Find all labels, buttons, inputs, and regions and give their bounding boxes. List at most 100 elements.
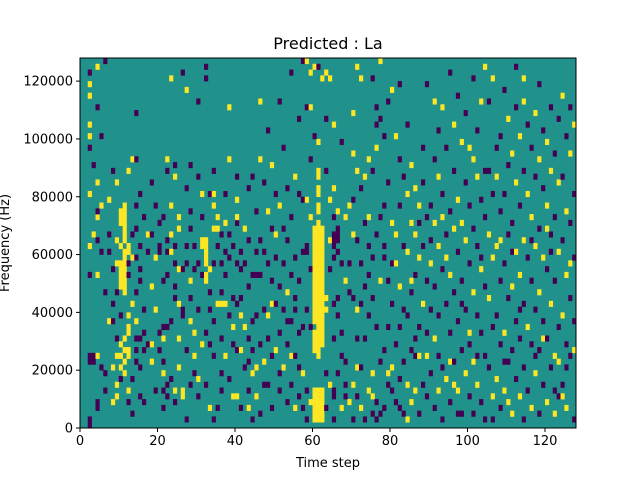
heatmap-cell (335, 312, 340, 319)
heatmap-cell (521, 167, 526, 174)
heatmap-cell (320, 231, 325, 238)
heatmap-cell (552, 352, 557, 359)
heatmap-cell (250, 271, 255, 278)
heatmap-cell (277, 202, 282, 209)
heatmap-cell (266, 208, 271, 215)
heatmap-cell (347, 260, 352, 267)
heatmap-cell (494, 312, 499, 319)
heatmap-cell (312, 260, 317, 267)
heatmap-cell (173, 162, 178, 169)
heatmap-cell (316, 202, 321, 209)
heatmap-cell (479, 399, 484, 406)
heatmap-cell (126, 352, 131, 359)
heatmap-cell (138, 266, 143, 273)
heatmap-cell (180, 69, 185, 76)
heatmap-cell (471, 75, 476, 82)
heatmap-cell (312, 347, 317, 354)
heatmap-cell (382, 243, 387, 250)
heatmap-cell (223, 219, 228, 226)
heatmap-cell (432, 219, 437, 226)
heatmap-cell (324, 167, 329, 174)
heatmap-cell (246, 185, 251, 192)
heatmap-cell (316, 416, 321, 423)
heatmap-cell (87, 243, 92, 250)
heatmap-cell (548, 231, 554, 238)
heatmap-cell (514, 375, 519, 383)
heatmap-cell (126, 260, 131, 267)
heatmap-cell (165, 323, 170, 331)
heatmap-cell (355, 237, 360, 244)
heatmap-cell (405, 121, 410, 128)
heatmap-cell (428, 306, 433, 313)
heatmap-cell (126, 167, 131, 174)
heatmap-cell (118, 341, 123, 348)
heatmap-cell (308, 214, 313, 221)
heatmap-cell (320, 312, 325, 319)
heatmap-cell (335, 231, 340, 238)
heatmap-cell (114, 352, 120, 359)
heatmap-cell (122, 248, 127, 255)
heatmap-cell (176, 225, 182, 232)
heatmap-cell (165, 393, 170, 400)
heatmap-cell (413, 352, 418, 359)
heatmap-cell (459, 277, 464, 284)
heatmap-cell (285, 289, 290, 296)
heatmap-cell (145, 231, 151, 238)
heatmap-cell (440, 190, 445, 198)
heatmap-cell (285, 318, 290, 325)
heatmap-cell (440, 104, 445, 111)
heatmap-cell (122, 370, 127, 377)
heatmap-cell (254, 271, 259, 278)
heatmap-cell (126, 312, 131, 319)
heatmap-cell (521, 98, 526, 105)
heatmap-cell (289, 318, 294, 325)
heatmap-cell (95, 208, 100, 215)
heatmap-cell (339, 352, 344, 359)
heatmap-cell (556, 393, 561, 400)
heatmap-cell (374, 144, 379, 151)
heatmap-cell (126, 387, 131, 394)
heatmap-cell (452, 167, 457, 174)
heatmap-cell (169, 318, 174, 325)
heatmap-cell (157, 248, 162, 255)
heatmap-cell (95, 352, 100, 359)
heatmap-cell (483, 416, 488, 423)
heatmap-cell (312, 231, 317, 238)
heatmap-cell (393, 133, 399, 140)
heatmap-cell (269, 277, 275, 284)
heatmap-cell (204, 381, 209, 388)
heatmap-cell (374, 399, 379, 406)
heatmap-cell (401, 243, 406, 250)
heatmap-cell (211, 352, 216, 359)
heatmap-cell (126, 248, 131, 255)
heatmap-cell (312, 404, 317, 411)
heatmap-cell (440, 214, 445, 221)
heatmap-cell (161, 387, 166, 394)
heatmap-cell (308, 266, 313, 273)
heatmap-cell (564, 208, 569, 215)
heatmap-cell (312, 248, 317, 255)
heatmap-cell (320, 318, 325, 325)
heatmap-cell (386, 323, 391, 331)
heatmap-cell (545, 202, 550, 209)
heatmap-cell (459, 410, 464, 417)
heatmap-cell (393, 341, 399, 348)
heatmap-cell (254, 248, 259, 255)
y-tick-label: 60000 (32, 248, 73, 263)
heatmap-cell (382, 202, 387, 209)
heatmap-cell (297, 190, 302, 198)
heatmap-cell (300, 404, 306, 411)
heatmap-cell (316, 190, 321, 198)
heatmap-cell (188, 381, 193, 388)
heatmap-cell (436, 312, 441, 319)
heatmap-cell (316, 306, 321, 313)
heatmap-cell (564, 364, 569, 371)
heatmap-cell (432, 404, 437, 411)
heatmap-cell (122, 277, 127, 284)
heatmap-cell (308, 323, 313, 331)
heatmap-cell (324, 370, 329, 377)
heatmap-cell (436, 352, 441, 359)
heatmap-cell (498, 133, 503, 140)
heatmap-cell (366, 271, 371, 278)
heatmap-cell (324, 69, 329, 76)
